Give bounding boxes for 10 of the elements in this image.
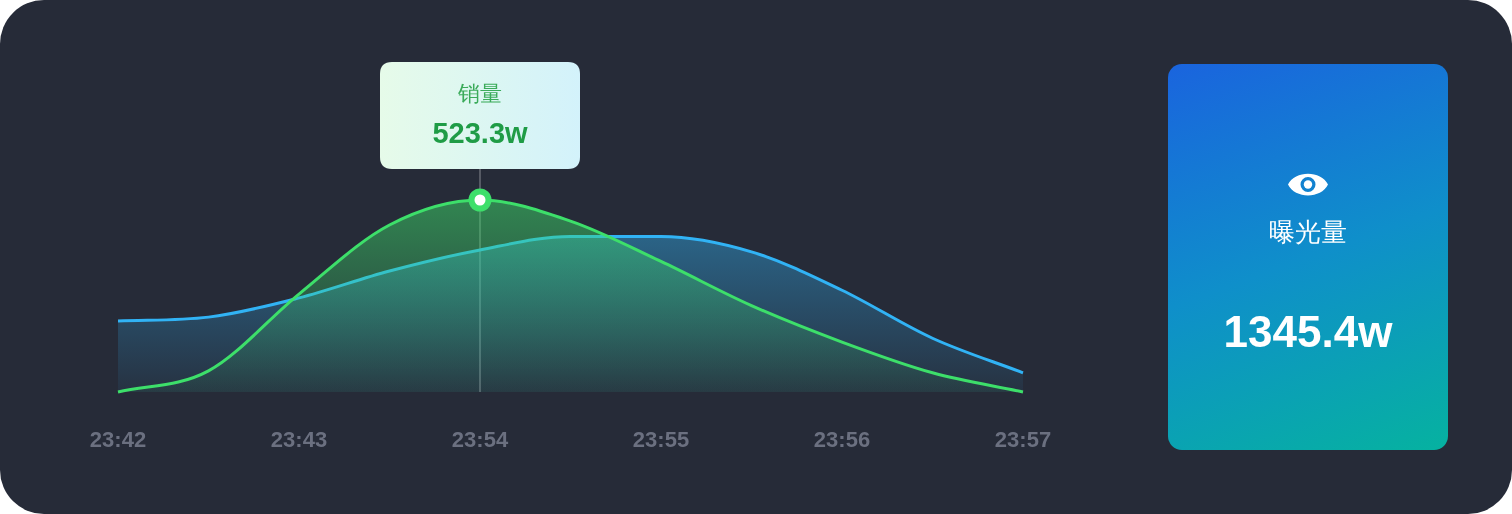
x-tick-label: 23:57 — [994, 427, 1052, 453]
x-tick-label: 23:42 — [89, 427, 147, 453]
x-tick-label: 23:56 — [813, 427, 871, 453]
text: 曝光量 — [1268, 216, 1348, 249]
x-tick-label: 23:55 — [632, 427, 690, 453]
text: 销量 — [457, 80, 502, 106]
x-tick-label: 23:54 — [451, 427, 509, 453]
text: 1345.4w — [1222, 307, 1394, 357]
annotation: 523.3w — [432, 117, 528, 149]
x-tick-label: 23:43 — [270, 427, 328, 453]
